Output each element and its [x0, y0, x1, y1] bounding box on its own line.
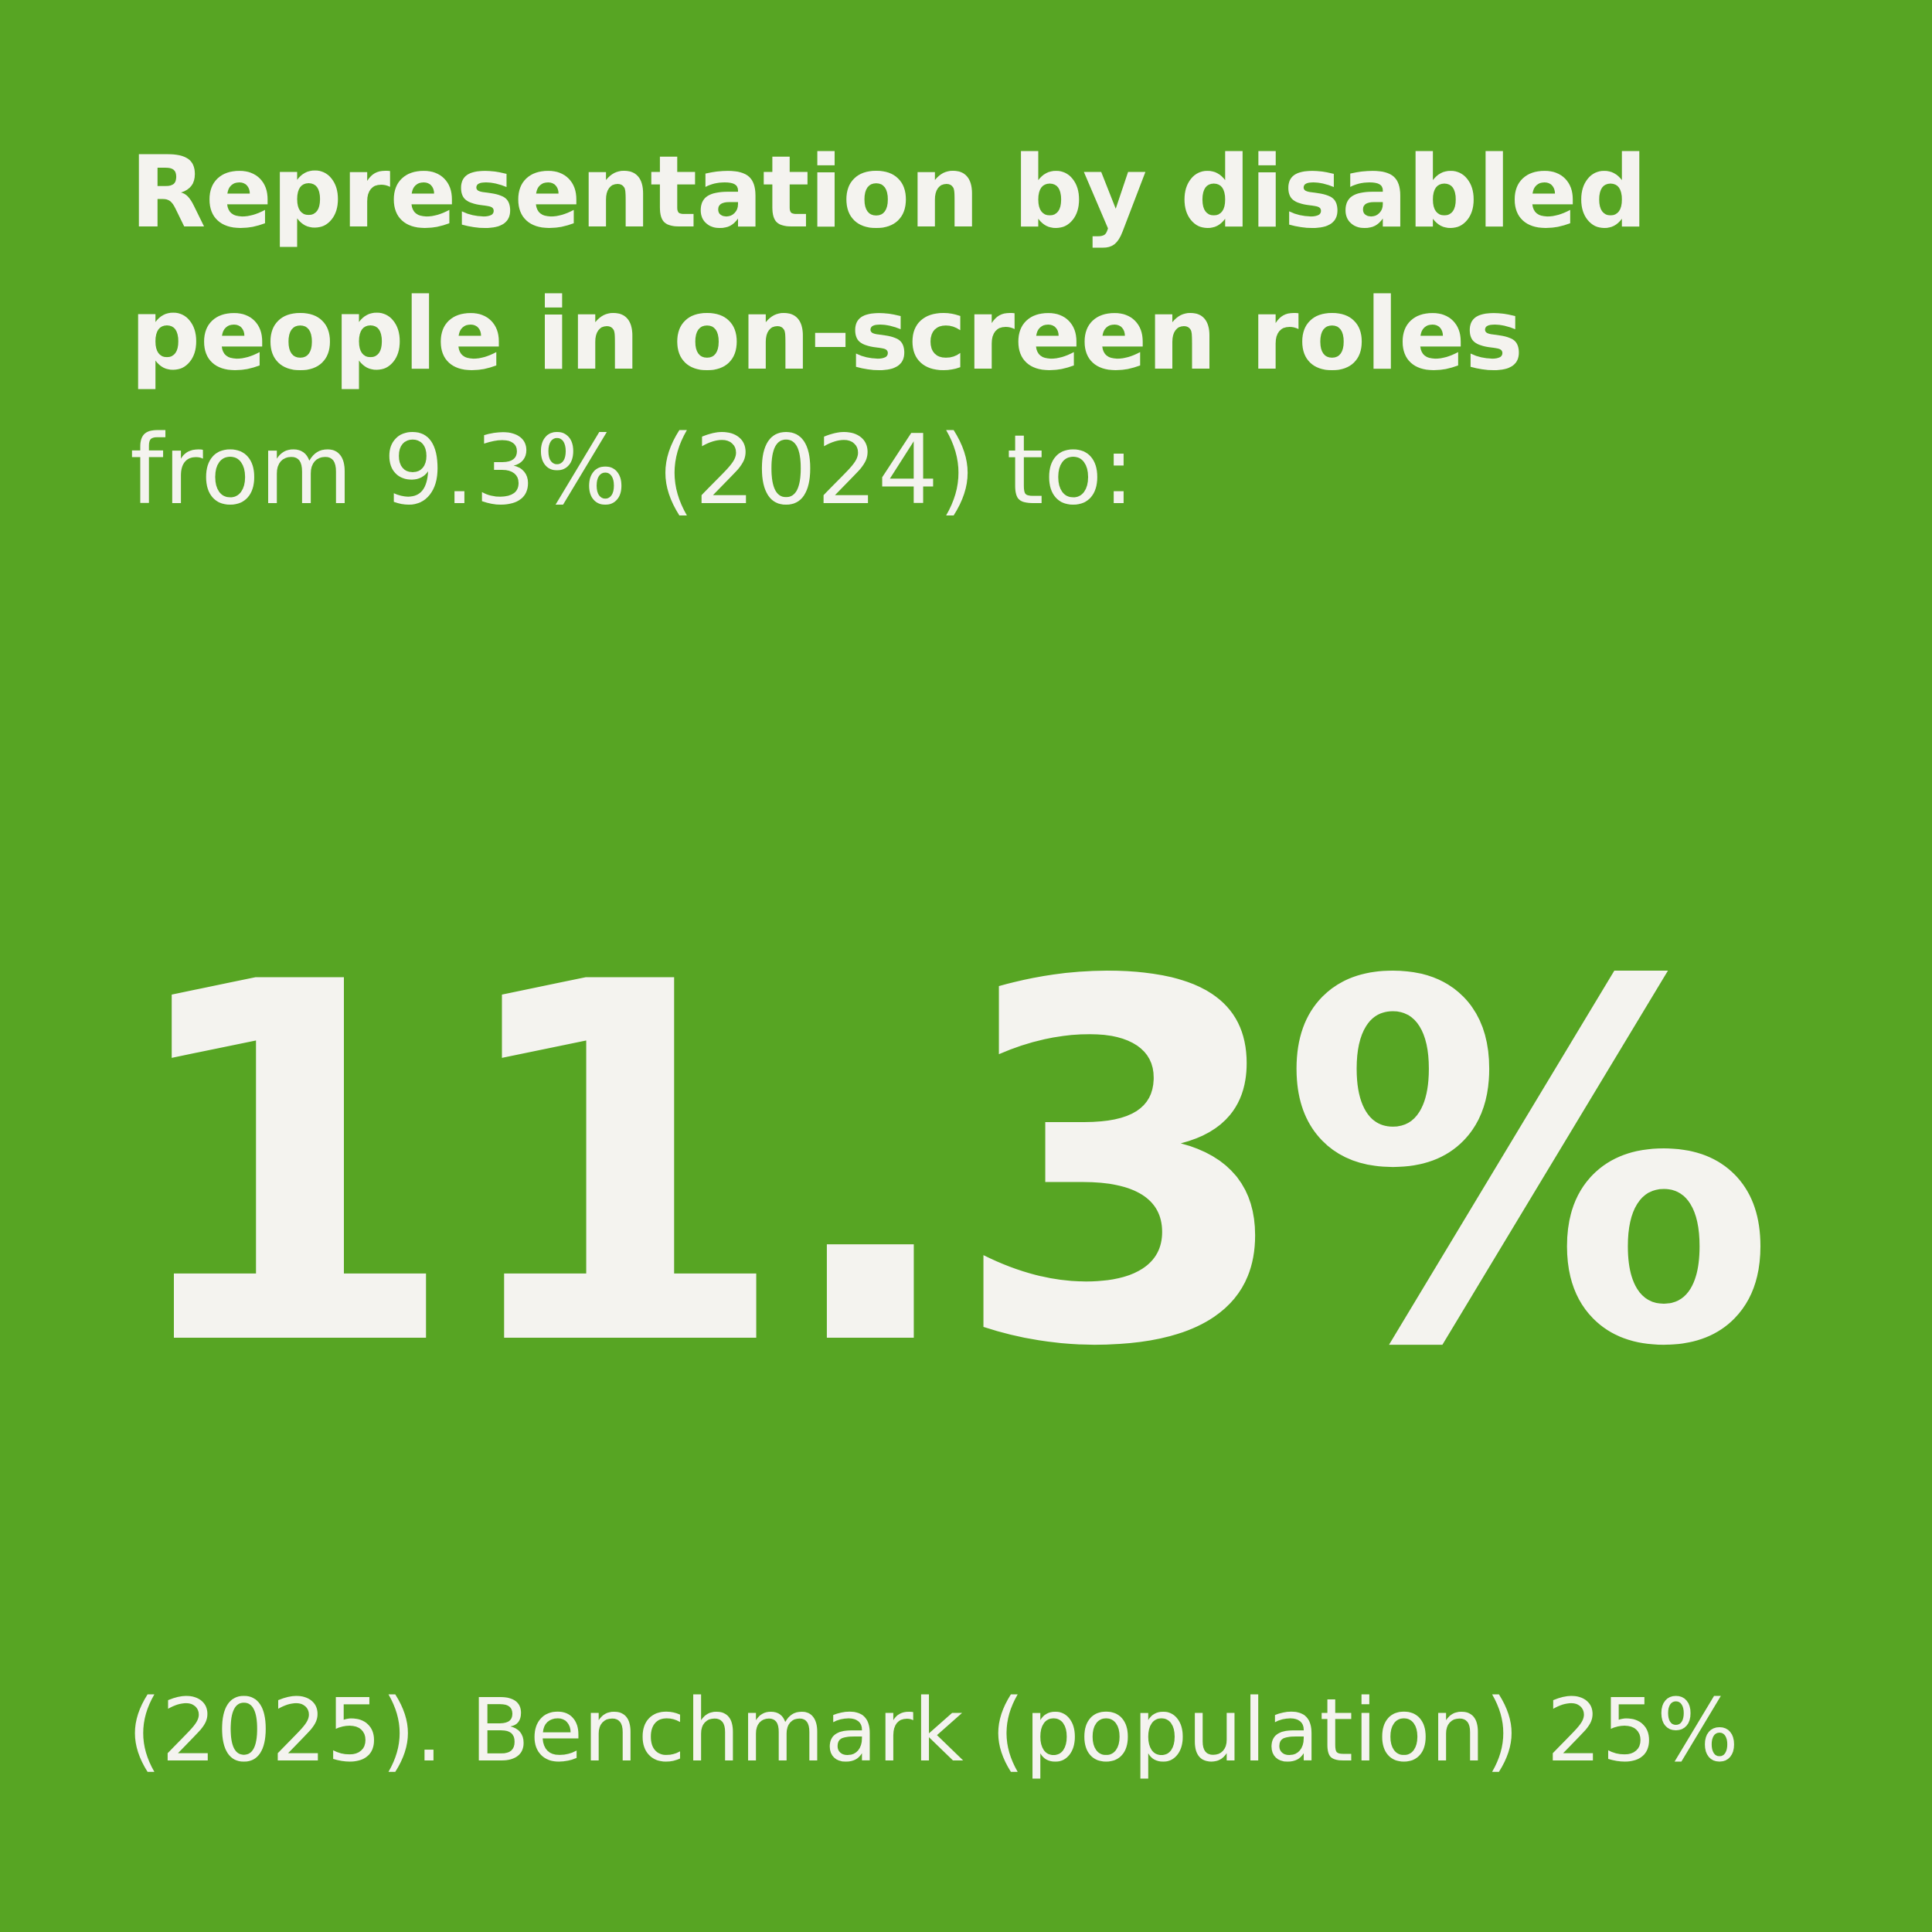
current-value: 11.3% [116, 879, 1776, 1454]
headline-line-2: people in on-screen roles [130, 277, 1523, 393]
headline-line-1: Representation by disabled [130, 135, 1648, 250]
benchmark-text: (2025). Benchmark (population) 25% [128, 1681, 1740, 1781]
headline: Representation by disabled people in on-… [130, 122, 1876, 406]
previous-value-text: from 9.3% (2024) to: [130, 415, 1135, 526]
